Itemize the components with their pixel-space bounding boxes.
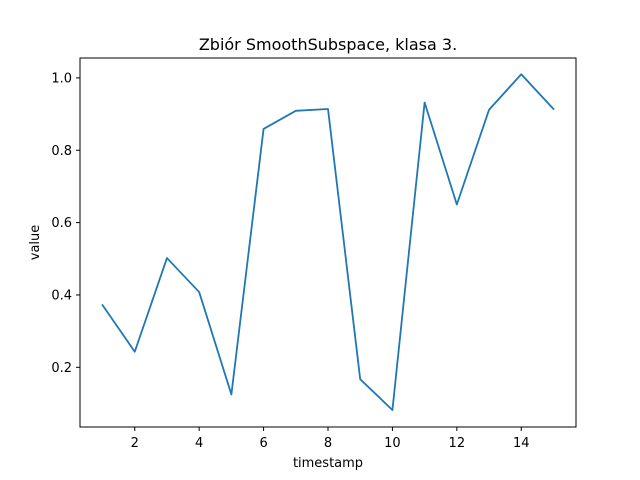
chart-title: Zbiór SmoothSubspace, klasa 3. [199, 35, 457, 54]
plot-area-frame [79, 57, 577, 428]
y-axis-ticks: 0.2 0.4 0.6 0.8 1.0 [51, 71, 80, 376]
x-tick-label: 14 [513, 436, 530, 451]
x-axis-label: timestamp [293, 456, 363, 471]
x-tick-label: 12 [449, 436, 466, 451]
x-axis-ticks: 2 4 6 8 10 12 14 [131, 427, 530, 451]
series-layer [101, 73, 555, 411]
x-tick-label: 6 [259, 436, 267, 451]
x-tick-label: 10 [384, 436, 401, 451]
x-tick-label: 2 [131, 436, 139, 451]
y-axis-label: value [28, 225, 43, 261]
y-tick-label: 0.8 [51, 144, 72, 159]
y-tick-label: 1.0 [51, 71, 72, 86]
y-tick-label: 0.4 [51, 288, 72, 303]
y-tick-label: 0.6 [51, 216, 72, 231]
x-tick-label: 8 [324, 436, 332, 451]
series-line [101, 73, 555, 411]
y-tick-label: 0.2 [51, 361, 72, 376]
x-tick-label: 4 [195, 436, 203, 451]
